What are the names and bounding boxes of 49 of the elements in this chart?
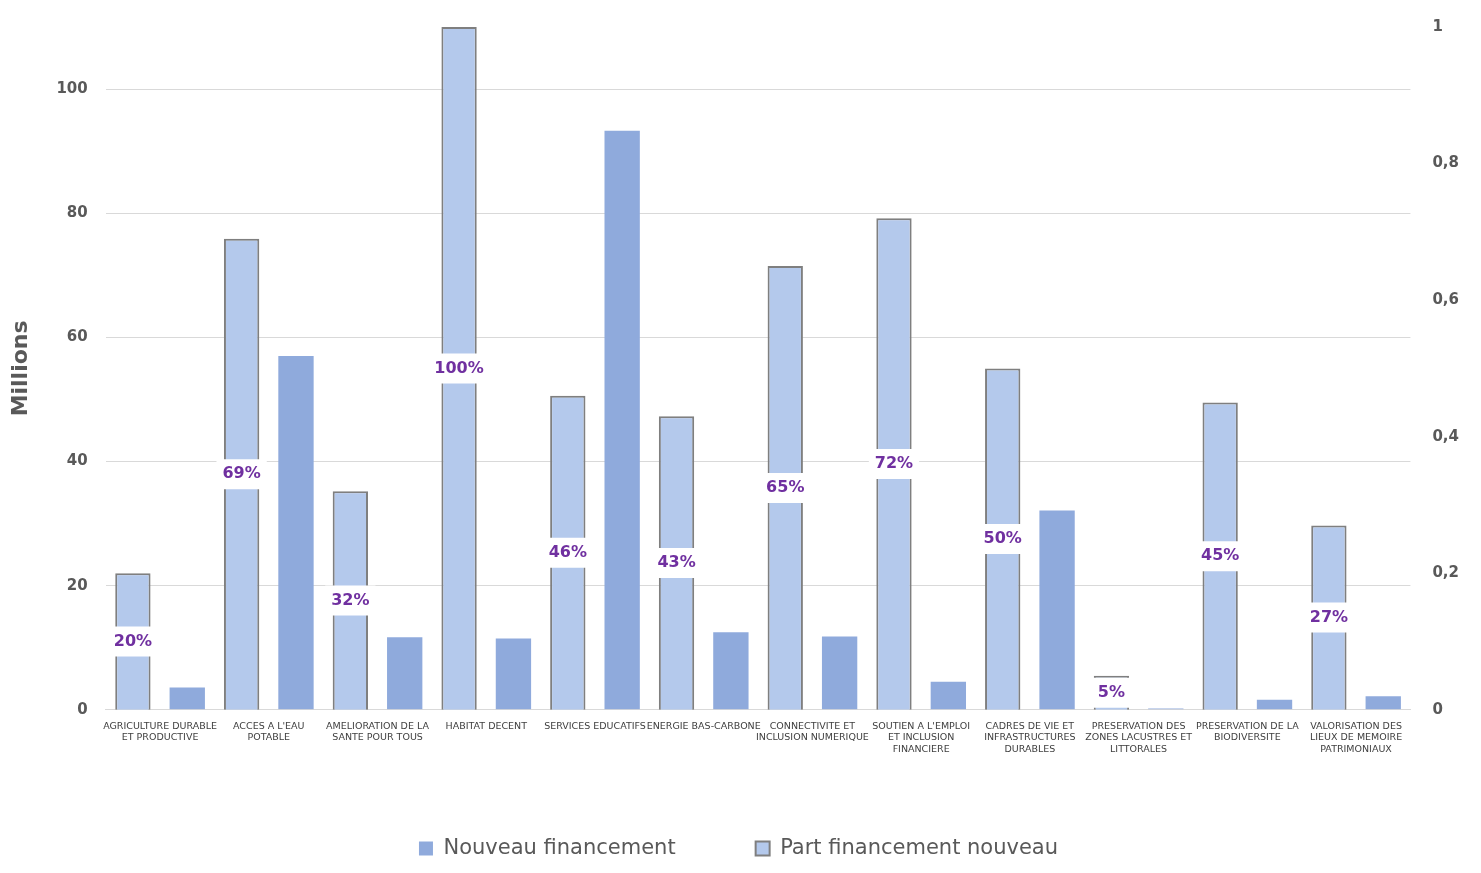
y2-tick-label: 0 (1432, 699, 1443, 718)
bar (495, 638, 532, 710)
x-tick-label: ENERGIE BAS-CARBONE (646, 719, 761, 731)
y2-tick-label: 0,2 (1432, 563, 1460, 582)
bar (169, 687, 205, 710)
x-tick-label: AMELIORATION DE LA SANTE POUR TOUS (326, 719, 430, 743)
data-label: 45% (1201, 545, 1240, 565)
bar (604, 130, 640, 710)
y-tick-label: 20 (66, 575, 88, 594)
x-tick-label: PRESERVATION DES ZONES LACUSTRES ET LITTORALES (1085, 719, 1193, 754)
legend-label: Part financement nouveau (780, 834, 1059, 859)
x-tick-label: HABITAT DECENT (445, 719, 528, 731)
data-label: 27% (1309, 606, 1349, 626)
y2-tick-label: 0,4 (1432, 426, 1460, 445)
data-label: 20% (113, 630, 153, 650)
x-tick-label: PRESERVATION DE LA BIODIVERSITE (1196, 719, 1300, 743)
y-tick-label: 0 (77, 699, 88, 718)
bar (1039, 510, 1075, 710)
x-tick-label: VALORISATION DES LIEUX DE MEMOIRE PATRIMONIAUX (1309, 719, 1403, 754)
y-tick-label: 100 (56, 78, 88, 97)
y2-tick-label: 1 (1432, 16, 1443, 35)
legend-label: Nouveau financement (443, 834, 676, 859)
bar (713, 632, 749, 710)
data-label: 72% (874, 453, 914, 473)
x-tick-label: ACCES A L'EAU POTABLE (233, 719, 305, 743)
bar (1256, 699, 1293, 710)
data-label: 46% (548, 541, 587, 561)
bar (821, 636, 858, 710)
bar (278, 355, 314, 710)
data-label: 100% (434, 357, 484, 377)
data-label: 65% (766, 477, 805, 497)
bar (387, 637, 423, 710)
bar (1365, 696, 1401, 710)
y-tick-label: 40 (66, 451, 88, 470)
y-tick-label: 60 (66, 327, 88, 346)
x-tick-label: SERVICES EDUCATIFS (544, 719, 646, 731)
x-tick-label: SOUTIEN A L'EMPLOI ET INCLUSION FINANCIERE (872, 719, 971, 754)
x-tick-label: AGRICULTURE DURABLE ET PRODUCTIVE (103, 719, 217, 743)
y-axis-title: Millions (6, 320, 32, 417)
data-label: 32% (331, 589, 370, 609)
x-tick-label: CADRES DE VIE ET INFRASTRUCTURES DURABLES (984, 719, 1076, 754)
data-label: 69% (222, 463, 261, 483)
y-tick-label: 80 (66, 203, 88, 222)
y2-tick-label: 0,6 (1432, 290, 1460, 309)
data-label: 50% (983, 528, 1022, 548)
data-label: 5% (1097, 681, 1126, 701)
data-label: 43% (657, 552, 696, 572)
y2-tick-label: 0,8 (1432, 153, 1460, 172)
bar (930, 681, 967, 710)
